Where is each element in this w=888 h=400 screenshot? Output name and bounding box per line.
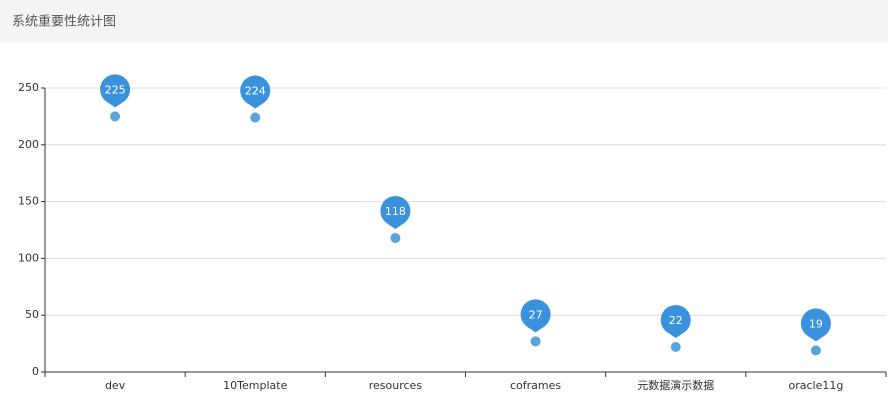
point bbox=[390, 232, 401, 243]
y-tick-label: 100 bbox=[18, 251, 39, 264]
pin-label: 22 bbox=[669, 314, 683, 327]
pin bbox=[380, 195, 411, 229]
pin-label: 224 bbox=[245, 85, 266, 98]
pin-label: 118 bbox=[385, 205, 406, 218]
x-tick-label: 10Template bbox=[223, 379, 287, 392]
pin bbox=[100, 74, 131, 108]
pin bbox=[520, 299, 551, 333]
y-tick-label: 0 bbox=[32, 365, 39, 378]
pin-label: 19 bbox=[809, 317, 823, 330]
x-tick-label: coframes bbox=[510, 379, 561, 392]
x-tick-label: 元数据演示数据 bbox=[637, 378, 714, 392]
header-bar bbox=[0, 0, 888, 42]
pin-label: 27 bbox=[529, 308, 543, 321]
pin-label: 225 bbox=[105, 83, 126, 96]
x-tick-label: oracle11g bbox=[788, 379, 843, 392]
point bbox=[110, 111, 121, 122]
y-tick-label: 150 bbox=[18, 195, 39, 208]
point bbox=[670, 342, 681, 353]
x-tick-label: dev bbox=[105, 379, 126, 392]
y-tick-label: 250 bbox=[18, 81, 39, 94]
pin bbox=[660, 305, 691, 339]
y-tick-label: 200 bbox=[18, 138, 39, 151]
x-tick-label: resources bbox=[369, 379, 423, 392]
point bbox=[530, 336, 541, 347]
pin bbox=[240, 75, 271, 109]
point bbox=[810, 345, 821, 356]
point bbox=[250, 112, 261, 123]
chart-title: 系统重要性统计图 bbox=[12, 14, 116, 30]
pin bbox=[800, 308, 831, 342]
y-tick-label: 50 bbox=[25, 308, 39, 321]
